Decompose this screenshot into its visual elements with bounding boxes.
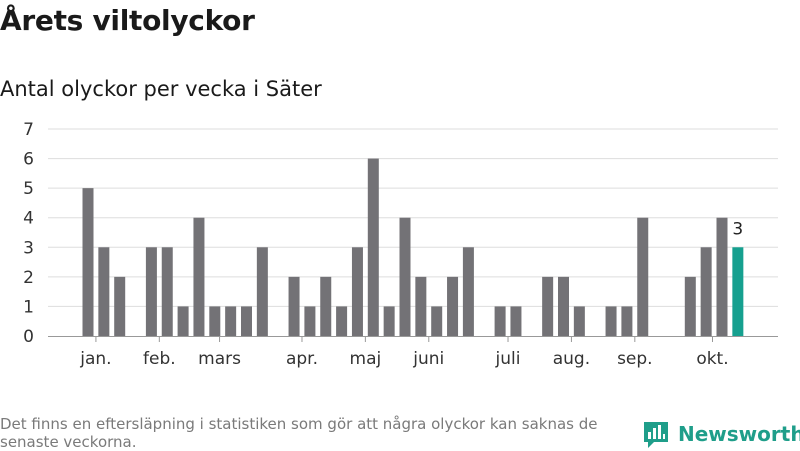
- bar: [161, 247, 173, 336]
- bar: [447, 276, 459, 336]
- y-tick-label: 3: [23, 238, 34, 258]
- bar: [605, 306, 617, 336]
- y-tick-label: 7: [23, 120, 34, 140]
- x-tick-label: juni: [412, 349, 444, 369]
- newsworthy-logo[interactable]: Newsworthy: [644, 420, 800, 448]
- x-tick-label: apr.: [286, 349, 318, 369]
- bar: [494, 306, 506, 336]
- highlight-bar: [732, 247, 744, 336]
- bar: [558, 276, 569, 336]
- bar: [431, 306, 443, 336]
- bar: [193, 217, 205, 336]
- bar: [621, 306, 633, 336]
- bar: [542, 276, 554, 336]
- bar: [225, 306, 237, 336]
- x-tick-label: mars: [198, 349, 241, 369]
- bar: [241, 306, 252, 336]
- bar: [114, 276, 126, 336]
- bar: [415, 276, 427, 336]
- bar: [320, 276, 332, 336]
- bar: [700, 247, 712, 336]
- bar: [256, 247, 268, 336]
- x-tick-label: aug.: [553, 349, 590, 369]
- y-tick-label: 5: [23, 179, 34, 199]
- y-tick-label: 4: [23, 209, 34, 229]
- y-tick-label: 0: [23, 327, 34, 347]
- bar: [177, 306, 189, 336]
- y-tick-label: 2: [23, 268, 34, 288]
- bar: [209, 306, 221, 336]
- bar: [98, 247, 110, 336]
- x-tick-label: sep.: [617, 349, 653, 369]
- bar: [145, 247, 157, 336]
- newsworthy-logo-icon: [644, 422, 668, 448]
- bar: [510, 306, 522, 336]
- x-tick-label: maj: [350, 349, 382, 369]
- chart-title: Årets viltolyckor: [0, 4, 255, 37]
- x-tick-label: juli: [495, 349, 521, 369]
- x-tick-label: jan.: [79, 349, 111, 369]
- x-tick-label: feb.: [143, 349, 176, 369]
- y-tick-label: 1: [23, 297, 34, 317]
- bar: [351, 247, 363, 336]
- y-tick-label: 6: [23, 150, 34, 170]
- x-tick-label: okt.: [696, 349, 728, 369]
- bar: [684, 276, 696, 336]
- bar: [367, 158, 379, 336]
- bar: [462, 247, 474, 336]
- bar: [637, 217, 649, 336]
- chart-subtitle: Antal olyckor per vecka i Säter: [0, 77, 322, 101]
- bar: [716, 217, 728, 336]
- brand-name: Newsworthy: [678, 422, 800, 446]
- footnote: Det finns en eftersläpning i statistiken…: [0, 415, 598, 451]
- bar: [304, 306, 316, 336]
- bar-chart: 0 1 2 3 4 5 6 7 jan. feb. mars apr. maj juni juli aug. s…: [23, 120, 778, 369]
- bar: [383, 306, 395, 336]
- bar: [399, 217, 411, 336]
- highlight-value-label: 3: [732, 219, 743, 239]
- bar: [336, 306, 348, 336]
- bar: [288, 276, 300, 336]
- bar: [82, 188, 94, 336]
- bar: [573, 306, 585, 336]
